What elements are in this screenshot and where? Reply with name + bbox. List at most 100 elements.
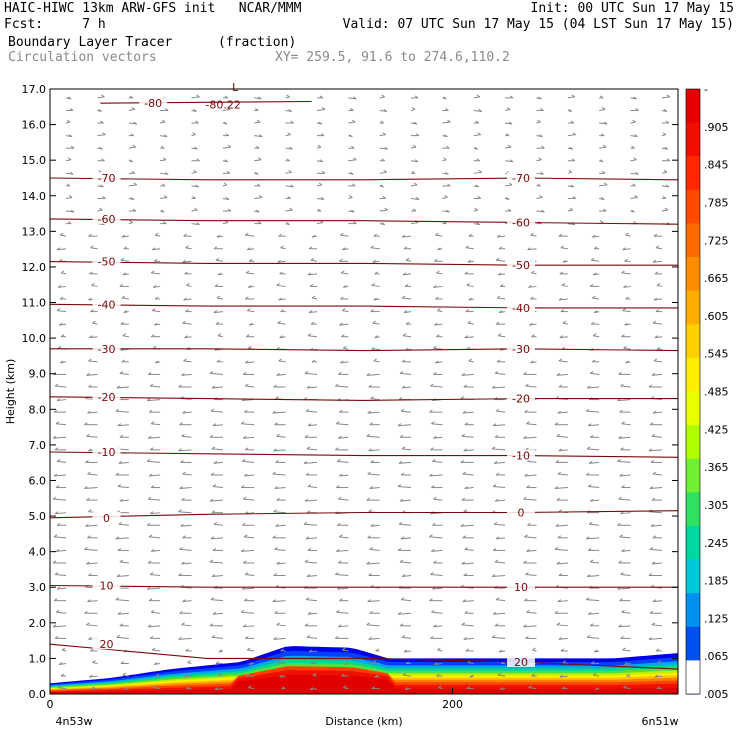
vector-arrow — [497, 672, 502, 676]
vector-arrow — [651, 624, 662, 627]
vector-arrow — [621, 270, 625, 274]
vector-arrow — [338, 625, 349, 628]
vector-arrow — [342, 308, 346, 311]
vector-arrow — [305, 472, 310, 476]
vector-arrow — [150, 334, 155, 338]
vector-arrow — [370, 309, 374, 312]
vector-arrow — [210, 537, 223, 540]
vector-arrow — [211, 636, 223, 639]
colorbar-swatch — [686, 458, 700, 493]
vector-arrow — [429, 409, 433, 413]
vector-arrow — [242, 399, 255, 402]
vector-arrow — [372, 660, 376, 663]
vector-arrow — [61, 649, 67, 652]
vector-arrow — [244, 360, 249, 364]
colorbar-label: .605 — [704, 310, 729, 323]
vector-arrow — [179, 546, 183, 550]
vector-arrow — [353, 221, 357, 225]
isotherm-label: -60 — [512, 216, 530, 229]
vector-arrow — [509, 159, 514, 163]
vector-arrow — [57, 587, 67, 590]
vector-arrow — [399, 372, 412, 375]
vector-arrow — [91, 686, 95, 690]
vector-arrow — [527, 460, 537, 463]
vector-arrow — [603, 121, 608, 125]
vector-arrow — [599, 108, 606, 111]
vector-arrow — [623, 285, 627, 288]
vector-arrow — [181, 497, 185, 501]
vector-arrow — [405, 321, 410, 325]
vector-arrow — [462, 410, 467, 414]
vector-arrow — [247, 649, 255, 652]
vector-arrow — [431, 549, 443, 552]
vector-arrow — [498, 310, 503, 313]
vector-arrow — [588, 521, 593, 525]
vector-arrow — [184, 675, 192, 678]
y-tick-label: 8.0 — [29, 403, 47, 416]
vector-arrow — [562, 322, 568, 325]
vector-arrow — [116, 636, 129, 639]
vector-arrow — [154, 232, 159, 236]
isotherm-label: -70 — [98, 172, 116, 185]
vector-arrow — [630, 159, 637, 162]
isotherm-label-bg — [507, 392, 535, 404]
vector-arrow — [119, 348, 129, 351]
vector-arrow — [405, 259, 412, 262]
vector-arrow — [460, 459, 465, 463]
vector-arrow — [279, 335, 283, 339]
vector-arrow — [523, 624, 527, 628]
vector-arrow — [591, 259, 600, 262]
vector-arrow — [495, 408, 500, 412]
vector-arrow — [557, 535, 562, 539]
low-center-value: -80.22 — [205, 99, 240, 112]
vector-arrow — [526, 423, 537, 426]
vector-arrow — [335, 447, 339, 451]
vector-arrow — [86, 497, 90, 501]
vector-arrow — [185, 309, 189, 312]
vector-arrow — [505, 160, 514, 163]
vector-arrow — [178, 509, 182, 513]
vector-arrow — [247, 285, 252, 288]
vector-arrow — [600, 197, 605, 200]
vector-arrow — [150, 609, 155, 613]
vector-arrow — [305, 408, 310, 412]
vector-arrow — [277, 259, 281, 263]
vector-arrow — [242, 560, 247, 564]
vector-arrow — [625, 232, 629, 236]
vector-arrow — [53, 436, 67, 439]
vector-arrow — [373, 360, 380, 363]
vector-arrow — [653, 358, 658, 362]
vector-arrow — [648, 636, 653, 640]
vector-arrow — [401, 385, 406, 389]
vector-arrow — [337, 587, 349, 590]
vector-arrow — [491, 385, 496, 389]
vector-arrow — [432, 587, 443, 590]
vector-arrow — [152, 685, 157, 689]
vector-arrow — [433, 498, 443, 501]
vector-arrow — [348, 121, 356, 124]
vector-arrow — [556, 433, 561, 437]
vector-arrow — [402, 672, 407, 676]
vector-arrow — [117, 547, 122, 551]
vector-arrow — [370, 396, 374, 399]
vector-arrow — [53, 409, 58, 413]
vector-arrow — [147, 399, 161, 402]
isotherm-label: -10 — [98, 446, 116, 459]
vector-arrow — [374, 271, 378, 275]
vector-arrow — [622, 310, 631, 313]
vector-arrow — [118, 523, 129, 526]
vector-arrow — [599, 184, 608, 187]
vector-arrow — [52, 560, 57, 564]
vector-arrow — [246, 308, 251, 311]
vector-arrow — [133, 182, 138, 186]
vector-arrow — [536, 210, 545, 213]
vector-arrow — [402, 335, 412, 338]
vector-arrow — [254, 171, 259, 175]
vector-arrow — [442, 159, 447, 162]
vector-arrow — [151, 308, 156, 311]
vector-arrow — [87, 599, 91, 603]
vector-arrow — [664, 207, 669, 211]
y-axis-label: Height (km) — [4, 359, 17, 425]
vector-arrow — [241, 423, 255, 426]
y-tick-label: 11.0 — [22, 297, 47, 310]
